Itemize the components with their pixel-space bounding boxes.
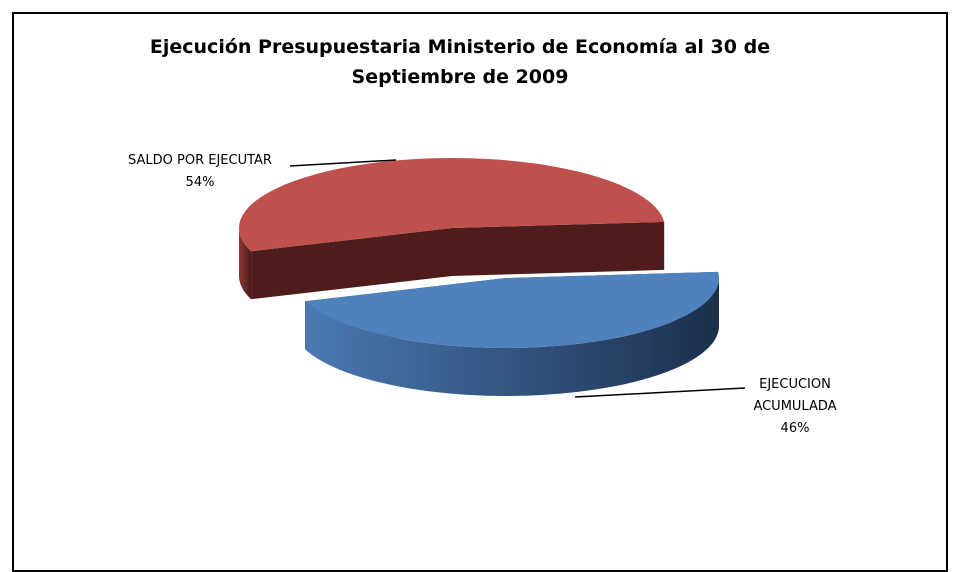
value-label: 46% bbox=[780, 421, 810, 436]
slice-top bbox=[238, 158, 665, 252]
slice-cut-face bbox=[452, 221, 665, 276]
slice-side bbox=[239, 228, 252, 300]
pie-slice bbox=[238, 158, 665, 300]
slice-cut-face bbox=[251, 228, 452, 300]
slice-side bbox=[305, 278, 719, 397]
leader-line bbox=[574, 387, 746, 398]
page: Ejecución Presupuestaria Ministerio de E… bbox=[12, 12, 948, 572]
slice-label: SALDO POR EJECUTAR 54% bbox=[100, 150, 300, 194]
value-label: 54% bbox=[185, 175, 215, 190]
pie bbox=[238, 158, 719, 397]
chart bbox=[238, 158, 746, 398]
chart-title: Ejecución Presupuestaria Ministerio de E… bbox=[149, 36, 771, 88]
slice-label: EJECUCION ACUMULADA 46% bbox=[740, 374, 850, 440]
slice-top bbox=[305, 271, 719, 348]
category-label: EJECUCION ACUMULADA bbox=[753, 377, 837, 414]
pie-slice bbox=[305, 271, 719, 397]
leader-line bbox=[289, 159, 397, 167]
category-label: SALDO POR EJECUTAR bbox=[128, 153, 272, 168]
